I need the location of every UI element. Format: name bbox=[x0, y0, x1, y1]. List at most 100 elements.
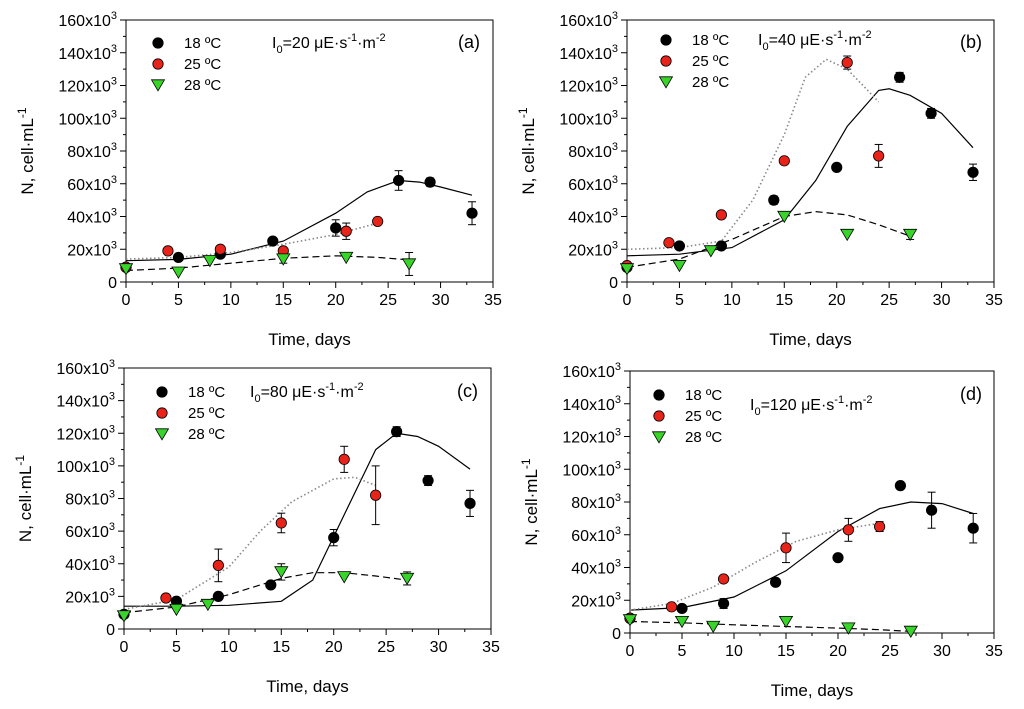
y-tick-label: 120x103 bbox=[56, 423, 115, 443]
chart-panel-c: 0 5 10 15 20 25 30 35 0 20x103 40x103 60x103 80x103 1… bbox=[13, 358, 500, 696]
x-tick-label: 30 bbox=[432, 292, 450, 309]
x-tick-label: 5 bbox=[174, 292, 183, 309]
data-point-18C bbox=[391, 426, 403, 438]
light-intensity-label: I0=120 μE·s-1·m-2 bbox=[750, 394, 873, 418]
legend-label-18C: 18 ºC bbox=[692, 32, 729, 49]
legend-marker-18C bbox=[152, 37, 164, 49]
data-point-25C bbox=[778, 155, 790, 167]
y-tick-label: 0 bbox=[106, 622, 115, 639]
data-point-18C bbox=[676, 602, 688, 615]
data-point-28C bbox=[399, 572, 415, 586]
x-tick-label: 15 bbox=[272, 639, 290, 656]
data-point-28C bbox=[118, 263, 134, 276]
y-tick-label: 20x103 bbox=[568, 239, 618, 259]
y-tick-label: 80x103 bbox=[65, 489, 115, 509]
x-tick-label: 35 bbox=[985, 292, 1003, 309]
legend-marker-25C bbox=[156, 407, 168, 419]
data-point-25C bbox=[340, 225, 352, 237]
data-point-28C bbox=[903, 625, 918, 639]
data-point-28C bbox=[339, 251, 354, 265]
y-tick-label: 0 bbox=[612, 626, 621, 643]
data-point-18C bbox=[330, 222, 342, 234]
data-point-18C bbox=[265, 579, 277, 591]
data-point-28C bbox=[401, 258, 417, 271]
panel-label: (a) bbox=[458, 32, 480, 52]
data-point-25C bbox=[370, 489, 382, 501]
x-tick-label: 0 bbox=[623, 292, 632, 309]
fit-curve-25C bbox=[629, 522, 880, 611]
fit-curve-25C bbox=[626, 58, 880, 251]
y-tick-label: 160x103 bbox=[562, 361, 621, 381]
x-axis-title: Time, days bbox=[769, 330, 852, 349]
data-point-25C bbox=[780, 542, 792, 554]
x-tick-label: 30 bbox=[933, 643, 951, 660]
legend-label-18C: 18 ºC bbox=[188, 384, 225, 401]
data-point-28C bbox=[672, 260, 687, 273]
x-tick-label: 15 bbox=[777, 643, 795, 660]
legend-label-25C: 25 ºC bbox=[692, 53, 729, 70]
y-tick-label: 0 bbox=[609, 275, 618, 292]
y-tick-label: 80x103 bbox=[571, 492, 621, 512]
legend-marker-25C bbox=[152, 58, 164, 70]
fit-curve-28C bbox=[629, 620, 911, 632]
data-point-28C bbox=[276, 253, 291, 266]
x-tick-label: 25 bbox=[880, 292, 898, 309]
data-point-28C bbox=[674, 615, 690, 629]
data-point-18C bbox=[894, 480, 907, 492]
legend-label-28C: 28 ºC bbox=[685, 429, 722, 446]
y-tick-label: 0 bbox=[108, 275, 117, 292]
legend-marker-18C bbox=[653, 389, 665, 401]
x-tick-label: 25 bbox=[881, 643, 899, 660]
data-point-28C bbox=[777, 210, 792, 224]
data-point-28C bbox=[902, 228, 918, 242]
light-intensity-label: I0=20 μE·s-1·m-2 bbox=[272, 32, 386, 56]
x-tick-label: 35 bbox=[482, 639, 500, 656]
data-point-28C bbox=[841, 622, 856, 635]
data-point-18C bbox=[328, 532, 340, 544]
x-axis-title: Time, days bbox=[268, 330, 351, 349]
x-tick-label: 30 bbox=[933, 292, 951, 309]
x-tick-label: 10 bbox=[725, 643, 743, 660]
data-point-25C bbox=[214, 243, 226, 255]
data-point-18C bbox=[967, 166, 979, 178]
x-axis-title: Time, days bbox=[771, 681, 854, 700]
x-tick-label: 25 bbox=[377, 639, 395, 656]
legend-marker-18C bbox=[660, 34, 672, 46]
legend-label-28C: 28 ºC bbox=[184, 77, 221, 94]
y-tick-label: 20x103 bbox=[67, 239, 117, 259]
y-tick-label: 20x103 bbox=[65, 586, 115, 606]
data-point-25C bbox=[715, 209, 727, 221]
fit-curve-28C bbox=[123, 572, 408, 614]
y-axis-title: N, cell·mL-1 bbox=[15, 107, 37, 195]
data-point-28C bbox=[116, 610, 132, 623]
x-tick-label: 5 bbox=[172, 639, 181, 656]
y-tick-label: 100x103 bbox=[562, 459, 621, 479]
chart-panel-b: 0 5 10 15 20 25 30 35 0 20x103 40x103 60x103 80x103 1… bbox=[516, 10, 1003, 349]
x-tick-label: 20 bbox=[325, 639, 343, 656]
fit-curve-18C bbox=[626, 88, 974, 257]
data-point-18C bbox=[212, 590, 224, 602]
data-point-25C bbox=[842, 524, 855, 536]
fit-curve-28C bbox=[125, 255, 410, 272]
data-point-25C bbox=[663, 237, 675, 249]
data-point-25C bbox=[372, 215, 384, 228]
legend-label-25C: 25 ºC bbox=[188, 405, 225, 422]
y-tick-label: 140x103 bbox=[562, 394, 621, 414]
x-tick-label: 15 bbox=[274, 292, 292, 309]
y-tick-label: 160x103 bbox=[559, 10, 618, 30]
data-point-18C bbox=[393, 174, 405, 187]
y-tick-label: 40x103 bbox=[568, 207, 618, 227]
data-point-18C bbox=[832, 552, 844, 564]
legend-marker-18C bbox=[156, 386, 168, 398]
data-point-18C bbox=[715, 240, 727, 252]
y-tick-label: 40x103 bbox=[67, 207, 117, 227]
chart-panel-d: 0 5 10 15 20 25 30 35 0 20x103 40x103 60x103 80x103 1… bbox=[519, 361, 1003, 700]
y-tick-label: 140x103 bbox=[58, 43, 117, 63]
x-tick-label: 5 bbox=[678, 643, 687, 660]
data-point-28C bbox=[169, 603, 184, 617]
y-tick-label: 140x103 bbox=[559, 43, 618, 63]
y-axis-title: N, cell·mL-1 bbox=[516, 107, 538, 195]
x-tick-label: 25 bbox=[379, 292, 397, 309]
x-tick-label: 20 bbox=[327, 292, 345, 309]
